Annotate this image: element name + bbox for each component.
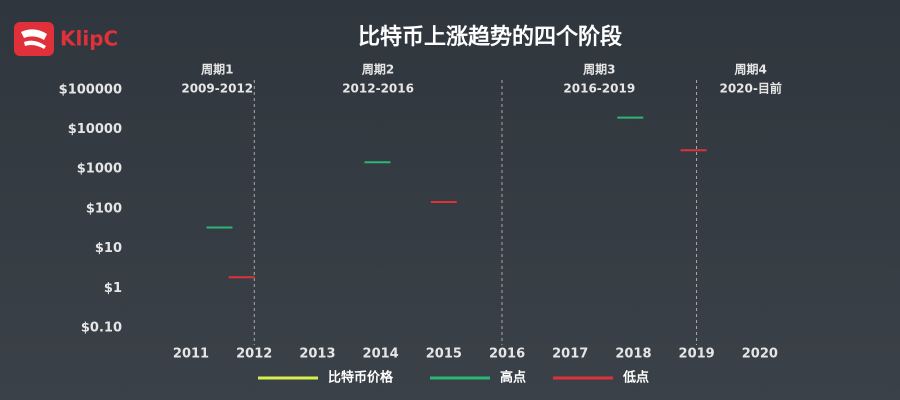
period-range: 2012-2016	[342, 82, 414, 96]
x-tick-label: 2020	[742, 347, 778, 362]
logo: KlipC	[14, 22, 118, 56]
x-tick-label: 2015	[426, 347, 462, 362]
period-name: 周期2	[362, 62, 394, 77]
x-tick-label: 2013	[299, 347, 335, 362]
chart-title: 比特币上涨趋势的四个阶段	[358, 24, 622, 50]
x-tick-label: 2017	[552, 347, 588, 362]
period-name: 周期1	[201, 62, 233, 77]
x-tick-label: 2019	[679, 347, 715, 362]
y-tick-label: $10000	[68, 122, 122, 137]
period-range: 2016-2019	[563, 82, 635, 96]
y-tick-label: $10	[95, 241, 122, 256]
y-tick-label: $1	[104, 281, 122, 296]
period-range: 2020-目前	[719, 81, 781, 96]
x-tick-label: 2018	[615, 347, 651, 362]
y-tick-label: $100000	[59, 82, 122, 97]
x-tick-label: 2016	[489, 347, 525, 362]
period-name: 周期4	[735, 62, 767, 77]
logo-swoosh	[21, 29, 47, 49]
legend-label: 低点	[622, 370, 649, 386]
x-tick-label: 2014	[363, 347, 399, 362]
legend-label: 高点	[500, 370, 526, 386]
x-tick-label: 2011	[173, 347, 209, 362]
y-tick-label: $100	[86, 201, 122, 216]
logo-icon	[14, 22, 54, 56]
y-tick-label: $0.10	[81, 321, 122, 336]
period-name: 周期3	[583, 62, 615, 77]
period-range: 2009-2012	[181, 82, 253, 96]
y-tick-label: $1000	[77, 162, 122, 177]
brand: KlipC	[60, 27, 118, 51]
legend-label: 比特币价格	[328, 370, 394, 386]
x-tick-label: 2012	[236, 347, 272, 362]
